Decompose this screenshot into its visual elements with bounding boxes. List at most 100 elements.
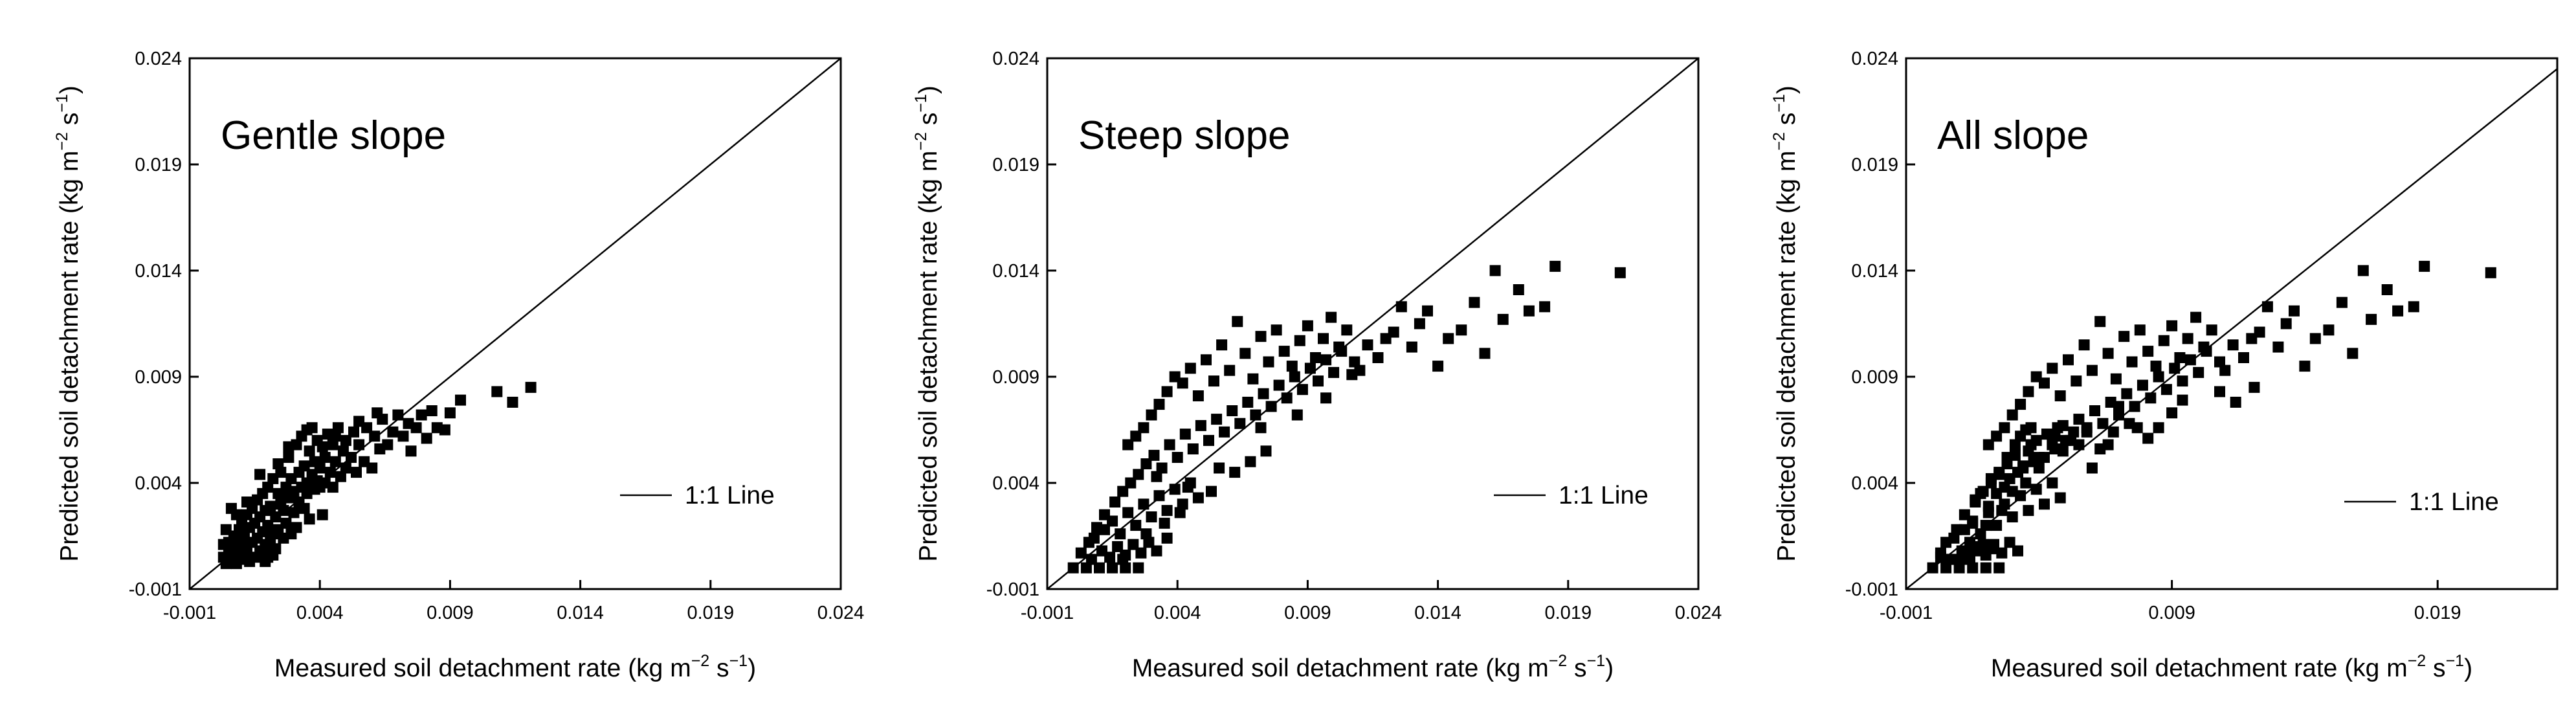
data-point	[288, 507, 300, 519]
data-point	[1161, 386, 1173, 397]
data-point	[1310, 352, 1321, 363]
data-point	[2134, 324, 2146, 336]
data-point	[507, 396, 518, 408]
scatter-points	[217, 381, 537, 570]
y-tick-label: 0.009	[135, 367, 182, 388]
data-point	[1980, 550, 1992, 561]
data-point	[1214, 462, 1225, 474]
panel-title: Steep slope	[1078, 113, 1290, 158]
data-point	[2113, 409, 2124, 421]
plot-frame	[1046, 57, 1700, 590]
data-point	[2177, 375, 2188, 387]
data-point	[439, 424, 450, 436]
data-point	[1959, 524, 1970, 535]
x-tick-label: 0.019	[687, 603, 735, 623]
data-point	[1980, 562, 1992, 574]
data-point	[1395, 301, 1407, 313]
x-tick-label: 0.009	[1284, 603, 1331, 623]
data-point	[319, 452, 331, 463]
data-point	[348, 426, 359, 438]
data-point	[2020, 424, 2032, 436]
data-point	[2118, 331, 2130, 342]
data-point	[1993, 469, 2005, 480]
data-point	[1151, 545, 1162, 557]
data-point	[1187, 443, 1199, 454]
data-point	[1286, 361, 1298, 372]
data-point	[1313, 375, 1324, 387]
y-tick-label: 0.009	[992, 367, 1039, 388]
data-point	[2006, 511, 2018, 522]
data-point	[2137, 379, 2148, 391]
data-point	[2289, 305, 2300, 317]
data-point	[397, 430, 409, 442]
data-point	[2102, 439, 2114, 451]
data-point	[2033, 452, 2045, 463]
data-point	[416, 409, 427, 421]
data-point	[2166, 407, 2178, 419]
data-point	[2323, 324, 2335, 336]
data-point	[1414, 318, 1425, 329]
data-point	[353, 439, 365, 451]
x-tick-label: 0.019	[1545, 603, 1592, 623]
data-point	[272, 458, 284, 469]
data-point	[2017, 462, 2029, 474]
x-tick-label: -0.001	[163, 603, 216, 623]
data-point	[2015, 399, 2026, 410]
data-point	[1112, 541, 1124, 552]
data-point	[257, 545, 269, 557]
data-point	[2309, 333, 2321, 344]
data-point	[298, 502, 310, 514]
data-point	[1946, 553, 1957, 565]
data-point	[1539, 301, 1551, 313]
data-point	[220, 524, 232, 535]
data-point	[1148, 449, 1160, 461]
data-point	[2166, 320, 2178, 331]
data-point	[1184, 363, 1196, 374]
data-point	[2201, 346, 2212, 357]
x-tick-label: 0.024	[1675, 603, 1722, 623]
data-point	[2020, 477, 2032, 489]
data-point	[2049, 430, 2061, 442]
legend-label: 1:1 Line	[2409, 488, 2499, 516]
data-point	[1140, 458, 1152, 469]
x-tick-label: 0.014	[557, 603, 604, 623]
one-to-one-line	[1906, 68, 2557, 589]
data-point	[2089, 405, 2100, 416]
data-point	[2230, 396, 2241, 408]
data-point	[1140, 528, 1152, 540]
data-point	[1219, 426, 1230, 438]
data-point	[1125, 477, 1137, 489]
data-point	[1940, 562, 1952, 574]
data-point	[2381, 284, 2393, 295]
data-point	[1211, 414, 1223, 425]
data-point	[2238, 352, 2249, 363]
data-point	[1159, 517, 1170, 529]
data-point	[1948, 532, 1960, 544]
data-point	[1232, 316, 1243, 328]
data-point	[1075, 547, 1087, 559]
data-point	[2357, 265, 2369, 276]
y-tick-label: 0.014	[1851, 261, 1898, 282]
data-point	[2081, 426, 2093, 438]
data-point	[1122, 439, 1134, 451]
data-point	[241, 497, 252, 508]
x-axis-title: Measured soil detachment rate (kg m−2 s−…	[274, 652, 756, 682]
data-point	[1260, 445, 1272, 457]
data-point	[1289, 371, 1300, 383]
data-point	[1242, 396, 1254, 408]
data-point	[314, 462, 326, 474]
data-point	[1349, 356, 1360, 368]
x-tick-label: 0.024	[817, 603, 865, 623]
data-point	[346, 452, 357, 463]
data-point	[1304, 363, 1316, 374]
data-point	[267, 550, 279, 561]
data-point	[280, 517, 292, 529]
data-point	[2299, 361, 2311, 372]
data-point	[1143, 537, 1155, 548]
data-point	[1250, 409, 1261, 421]
data-point	[1094, 562, 1105, 574]
data-point	[2107, 426, 2119, 438]
data-point	[1192, 492, 1204, 504]
data-point	[304, 445, 315, 457]
data-point	[278, 505, 289, 517]
